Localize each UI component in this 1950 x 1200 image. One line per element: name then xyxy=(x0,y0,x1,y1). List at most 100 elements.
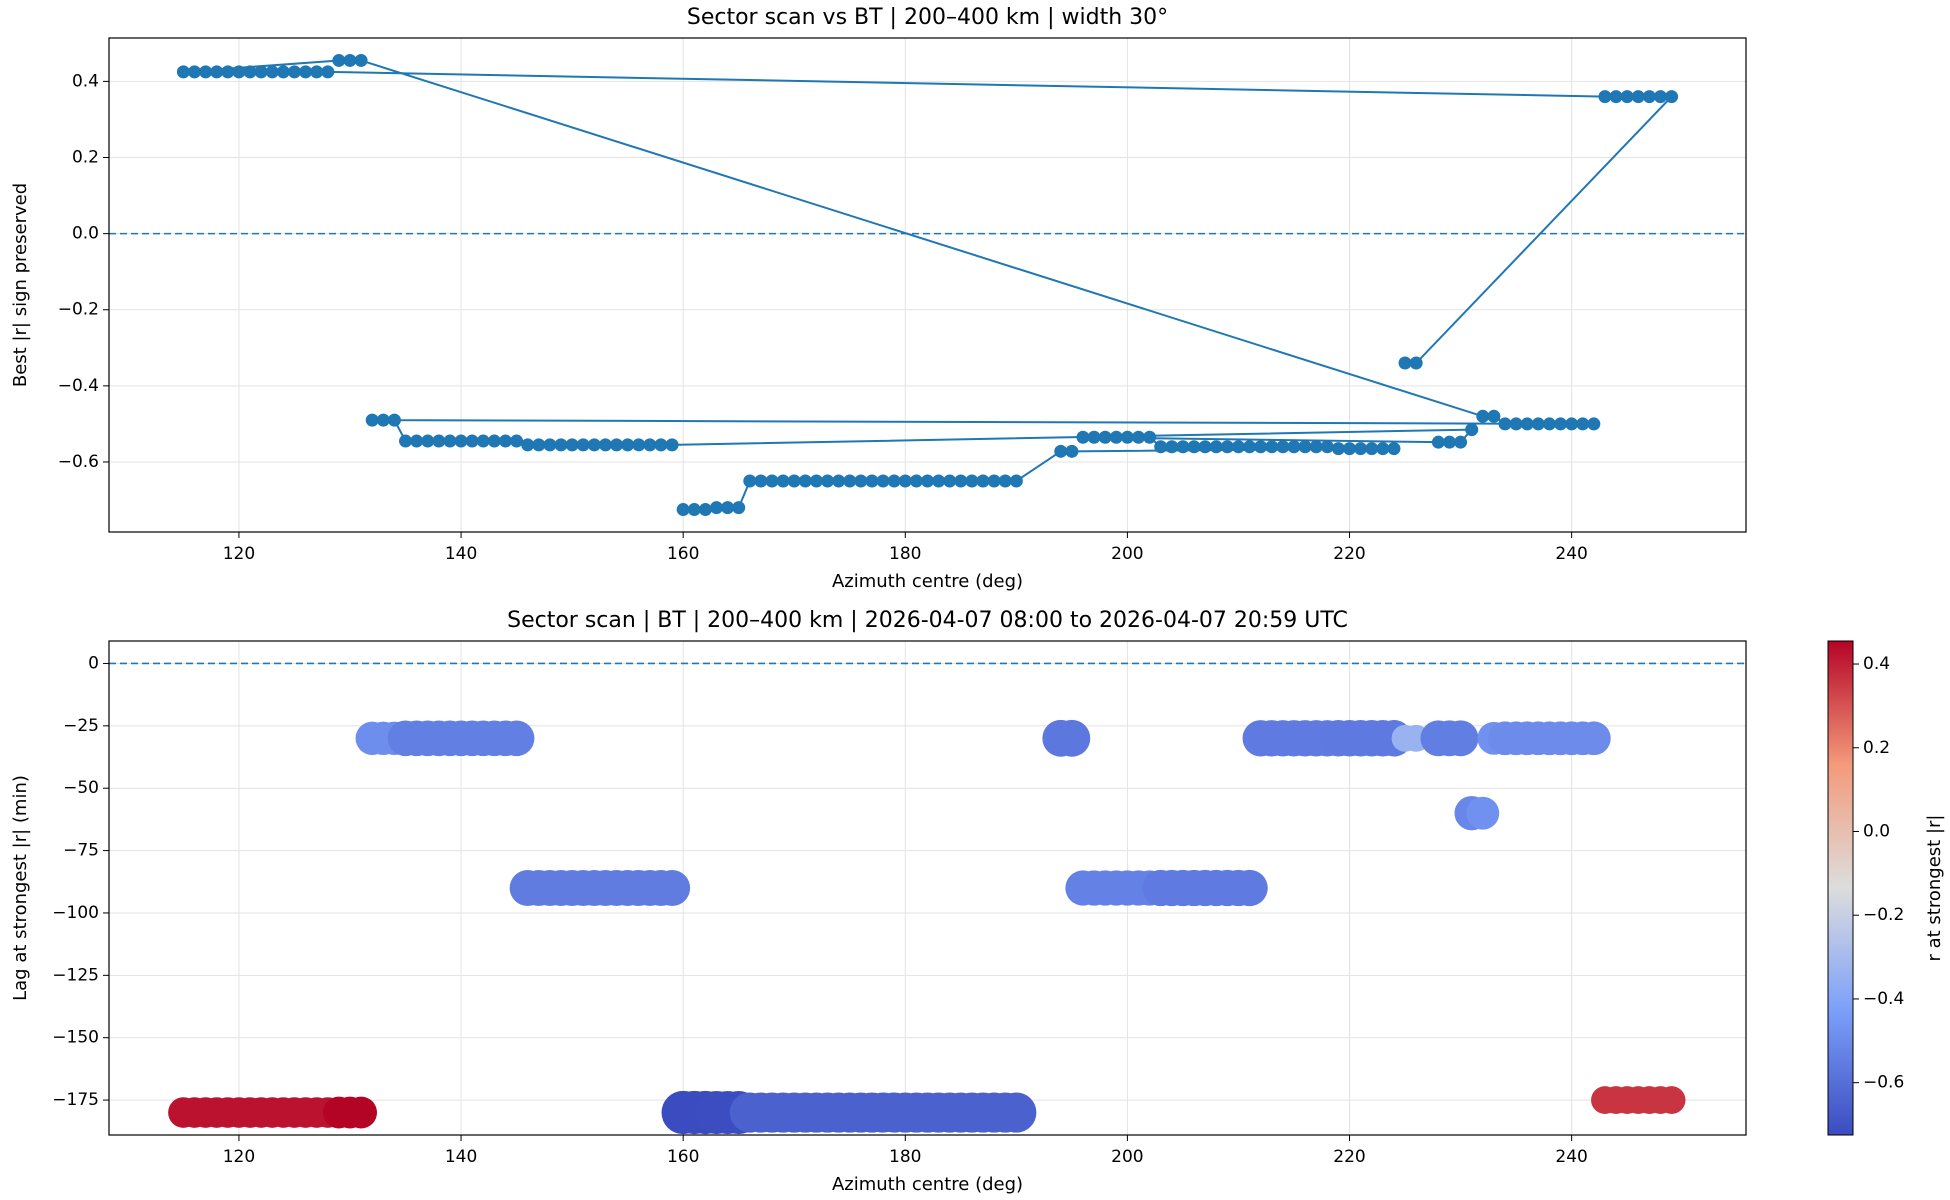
colorbar-tick-label: 0.4 xyxy=(1863,654,1890,674)
data-point xyxy=(565,438,579,452)
data-point xyxy=(909,474,923,488)
data-point xyxy=(321,65,335,79)
data-point xyxy=(1243,440,1257,454)
data-point xyxy=(343,53,357,67)
data-point xyxy=(1487,409,1501,423)
data-point xyxy=(743,474,757,488)
data-point xyxy=(610,438,624,452)
data-point xyxy=(199,65,213,79)
data-point xyxy=(1231,869,1268,907)
data-point xyxy=(1509,417,1523,431)
data-point xyxy=(1287,440,1301,454)
data-point xyxy=(176,65,190,79)
x-tick-label: 140 xyxy=(445,544,477,564)
data-point xyxy=(965,474,979,488)
data-point xyxy=(687,503,701,517)
data-point xyxy=(598,438,612,452)
data-point xyxy=(1653,90,1667,104)
data-point xyxy=(732,501,746,515)
data-point xyxy=(443,434,457,448)
x-tick-label: 220 xyxy=(1333,544,1365,564)
y-tick-label: 0 xyxy=(88,653,99,673)
colorbar-tick-label: 0.2 xyxy=(1863,738,1890,758)
y-tick-label: 0.0 xyxy=(72,224,99,244)
data-point xyxy=(1442,720,1479,757)
data-point xyxy=(809,474,823,488)
data-point xyxy=(1176,440,1190,454)
data-point xyxy=(798,474,812,488)
data-point xyxy=(987,474,1001,488)
data-point xyxy=(1343,442,1357,456)
data-point xyxy=(1598,90,1612,104)
data-point xyxy=(1454,435,1468,449)
y-tick-label: −0.2 xyxy=(58,300,99,320)
data-point xyxy=(1298,440,1312,454)
y-axis-label: Best |r| sign preserved xyxy=(10,183,31,387)
data-point xyxy=(721,501,735,515)
data-point xyxy=(1565,417,1579,431)
data-point xyxy=(1431,435,1445,449)
data-point xyxy=(287,65,301,79)
data-point xyxy=(498,720,535,757)
data-point xyxy=(1365,442,1379,456)
data-point xyxy=(243,65,257,79)
y-tick-label: −25 xyxy=(63,716,99,736)
data-point xyxy=(1498,417,1512,431)
data-point xyxy=(843,474,857,488)
data-point xyxy=(454,434,468,448)
data-point xyxy=(1320,440,1334,454)
data-point xyxy=(1276,440,1290,454)
data-point xyxy=(1065,444,1079,458)
x-tick-label: 200 xyxy=(1111,544,1143,564)
data-point xyxy=(1665,90,1679,104)
data-point xyxy=(276,65,290,79)
data-point xyxy=(643,438,657,452)
x-tick-label: 120 xyxy=(223,1147,255,1167)
data-point xyxy=(1231,440,1245,454)
data-point xyxy=(1198,440,1212,454)
x-tick-label: 160 xyxy=(667,544,699,564)
data-point xyxy=(399,434,413,448)
data-point xyxy=(996,1092,1037,1133)
colorbar-tick-label: 0.0 xyxy=(1863,821,1890,841)
data-point xyxy=(932,474,946,488)
data-point xyxy=(465,434,479,448)
data-point xyxy=(765,474,779,488)
data-point xyxy=(365,413,379,427)
y-axis-label: Lag at strongest |r| (min) xyxy=(10,775,31,1001)
data-point xyxy=(1642,90,1656,104)
data-point xyxy=(1631,90,1645,104)
data-point xyxy=(587,438,601,452)
data-point xyxy=(876,474,890,488)
x-tick-label: 120 xyxy=(223,544,255,564)
data-point xyxy=(299,65,313,79)
data-point xyxy=(1309,440,1323,454)
x-axis-label: Azimuth centre (deg) xyxy=(832,1174,1023,1195)
y-tick-label: −50 xyxy=(63,778,99,798)
data-point xyxy=(1076,430,1090,444)
data-point xyxy=(1409,356,1423,370)
data-point xyxy=(387,413,401,427)
data-point xyxy=(487,434,501,448)
y-tick-label: −125 xyxy=(52,965,99,985)
x-tick-label: 240 xyxy=(1555,1147,1587,1167)
data-point xyxy=(510,434,524,448)
data-point xyxy=(1465,423,1479,437)
data-point xyxy=(1109,430,1123,444)
data-point xyxy=(709,501,723,515)
axes-frame xyxy=(108,640,1747,1136)
data-point xyxy=(1187,440,1201,454)
data-point xyxy=(543,438,557,452)
data-point xyxy=(1220,440,1234,454)
data-point xyxy=(654,438,668,452)
x-tick-label: 220 xyxy=(1333,1147,1365,1167)
data-point xyxy=(532,438,546,452)
data-point xyxy=(1209,440,1223,454)
data-point xyxy=(665,438,679,452)
y-tick-label: −0.6 xyxy=(58,452,99,472)
data-point xyxy=(1576,417,1590,431)
y-tick-label: −0.4 xyxy=(58,376,99,396)
data-point xyxy=(1087,430,1101,444)
y-tick-label: 0.2 xyxy=(72,148,99,168)
data-point xyxy=(921,474,934,488)
